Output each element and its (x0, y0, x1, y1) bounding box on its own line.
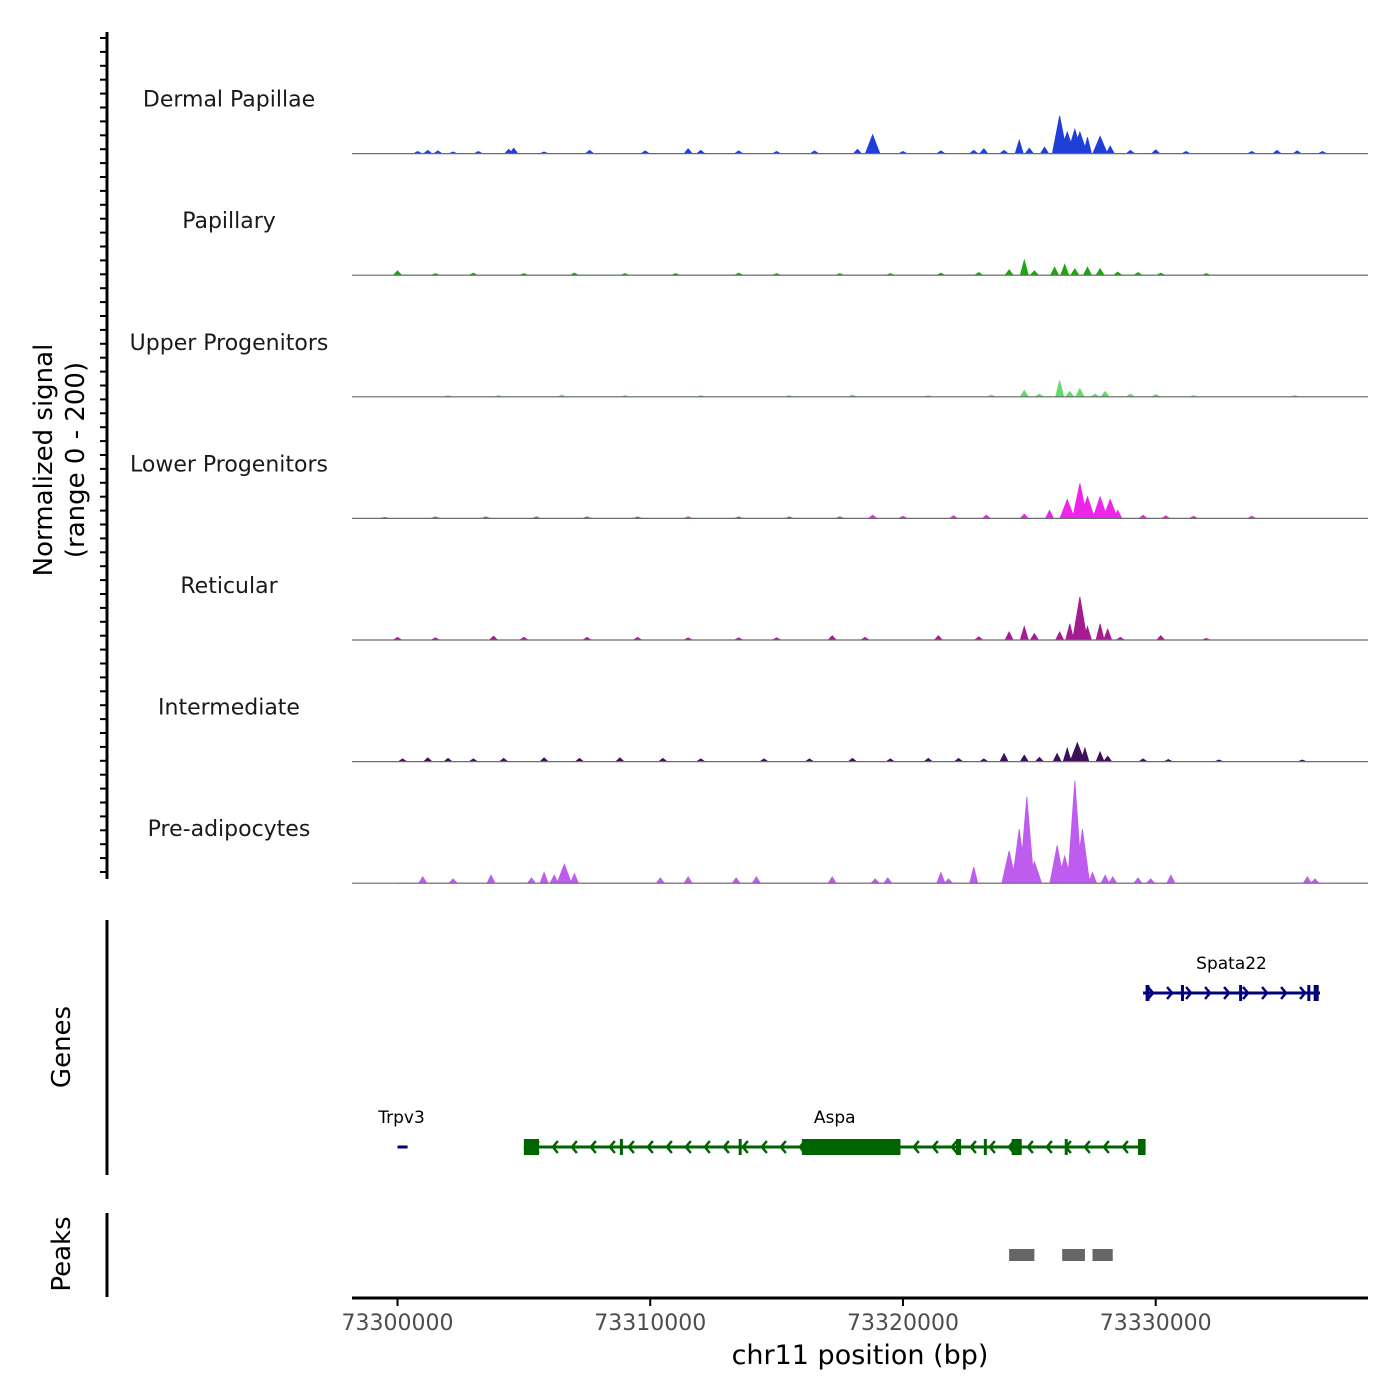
strand-arrow (589, 1140, 597, 1154)
x-tick-label: 73310000 (594, 1311, 706, 1336)
gene-label-spata22: Spata22 (1196, 954, 1267, 974)
strand-arrow (1280, 986, 1288, 1000)
strand-arrow (950, 1140, 958, 1154)
strand-arrow (1242, 986, 1250, 1000)
strand-arrow (570, 1140, 578, 1154)
peaks-panel-title: Peaks (47, 1216, 77, 1291)
signal-area-reticular (392, 596, 1368, 641)
strand-arrow (1045, 1140, 1053, 1154)
strand-arrow (1204, 986, 1212, 1000)
exon-aspa (619, 1139, 623, 1155)
x-tick-label: 73320000 (847, 1311, 959, 1336)
exon-spata22 (1307, 985, 1311, 1001)
exon-aspa (983, 1139, 987, 1155)
strand-arrow (1147, 986, 1155, 1000)
strand-arrow (627, 1140, 635, 1154)
x-tick-label: 73330000 (1100, 1311, 1212, 1336)
strand-arrow (1026, 1140, 1034, 1154)
strand-arrow (988, 1140, 996, 1154)
exon-aspa (523, 1139, 540, 1155)
exon-aspa (801, 1139, 901, 1155)
track-label-reticular: Reticular (180, 574, 278, 599)
strand-arrow (646, 1140, 654, 1154)
exon-aspa (1138, 1139, 1146, 1155)
track-label-intermediate: Intermediate (158, 696, 300, 721)
track-label-papillary: Papillary (182, 209, 276, 234)
peak-region (1009, 1249, 1035, 1261)
strand-arrow (1083, 1140, 1091, 1154)
signal-area-lower-progenitors (380, 483, 1368, 519)
exon-aspa (1064, 1139, 1068, 1155)
x-axis-title: chr11 position (bp) (732, 1340, 989, 1371)
track-label-pre-adipocytes: Pre-adipocytes (148, 817, 311, 842)
strand-arrow (665, 1140, 673, 1154)
exon-spata22 (1239, 985, 1243, 1001)
strand-arrow (1299, 986, 1307, 1000)
strand-arrow (760, 1140, 768, 1154)
exon-aspa (1011, 1139, 1022, 1155)
strand-arrow (912, 1140, 920, 1154)
strand-arrow (722, 1140, 730, 1154)
strand-arrow (931, 1140, 939, 1154)
strand-arrow (1185, 986, 1193, 1000)
strand-arrow (1166, 986, 1174, 1000)
peak-region (1062, 1249, 1085, 1261)
strand-arrow (608, 1140, 616, 1154)
x-tick-label: 73300000 (342, 1311, 454, 1336)
strand-arrow (1121, 1140, 1129, 1154)
track-label-upper-progenitors: Upper Progenitors (130, 331, 329, 356)
exon-aspa (956, 1139, 962, 1155)
signal-area-pre-adipocytes (397, 780, 1368, 884)
strand-arrow (779, 1140, 787, 1154)
strand-arrow (551, 1140, 559, 1154)
strand-arrow (1102, 1140, 1110, 1154)
y-axis-title-line2: (range 0 - 200) (61, 362, 91, 558)
strand-arrow (1261, 986, 1269, 1000)
strand-arrow (703, 1140, 711, 1154)
exon-spata22 (1180, 985, 1184, 1001)
gene-label-aspa: Aspa (814, 1108, 856, 1128)
genes-panel-title: Genes (47, 1006, 77, 1088)
track-label-lower-progenitors: Lower Progenitors (130, 452, 328, 477)
signal-area-upper-progenitors (397, 380, 1368, 398)
peak-region (1092, 1249, 1113, 1261)
signal-area-dermal-papillae (397, 115, 1368, 154)
track-label-dermal-papillae: Dermal Papillae (143, 88, 315, 113)
exon-aspa (738, 1139, 742, 1155)
exon-spata22 (1145, 985, 1150, 1001)
exon-spata22 (1313, 985, 1319, 1001)
strand-arrow (684, 1140, 692, 1154)
signal-area-intermediate (397, 741, 1368, 762)
y-axis-title-line1: Normalized signal (29, 344, 59, 577)
strand-arrow (1223, 986, 1231, 1000)
strand-arrow (741, 1140, 749, 1154)
gene-label-trpv3: Trpv3 (377, 1108, 425, 1128)
signal-area-papillary (392, 258, 1368, 276)
strand-arrow (969, 1140, 977, 1154)
